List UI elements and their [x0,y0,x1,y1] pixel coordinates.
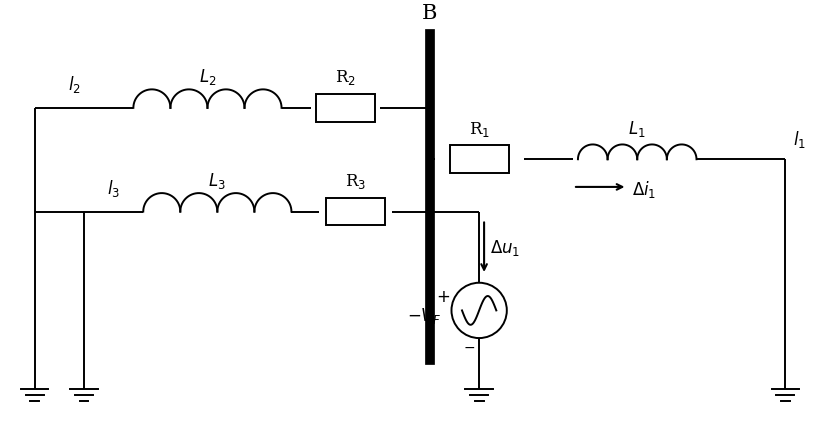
Text: $l_2$: $l_2$ [68,74,80,95]
Text: $L_3$: $L_3$ [209,170,226,190]
Text: $l_3$: $l_3$ [107,177,120,199]
Text: $L_1$: $L_1$ [628,118,646,138]
Text: R$_3$: R$_3$ [345,172,366,190]
Text: $-V_F$: $-V_F$ [408,305,441,325]
Text: $\Delta i_1$: $\Delta i_1$ [632,179,657,200]
Text: B: B [422,4,437,23]
Bar [316,95,375,122]
Text: R$_2$: R$_2$ [335,68,356,87]
Text: $-$: $-$ [464,339,475,353]
Text: $l_1$: $l_1$ [794,129,807,150]
Bar [326,199,385,226]
Text: $L_2$: $L_2$ [199,67,216,87]
Text: +: + [437,287,450,305]
Text: $\Delta u_1$: $\Delta u_1$ [490,238,520,258]
Bar [450,146,509,174]
Text: R$_1$: R$_1$ [468,119,490,138]
